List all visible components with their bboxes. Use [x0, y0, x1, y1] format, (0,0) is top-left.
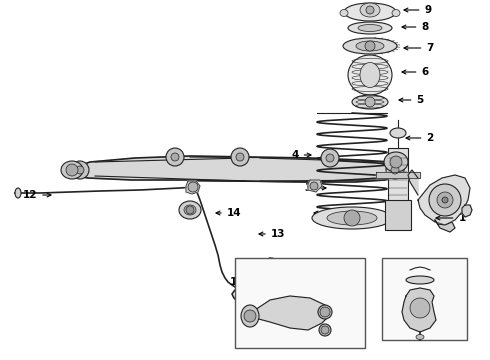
Circle shape — [390, 156, 402, 168]
Ellipse shape — [360, 63, 380, 87]
Circle shape — [236, 153, 244, 161]
Circle shape — [188, 182, 198, 192]
Polygon shape — [418, 175, 470, 225]
Polygon shape — [308, 180, 322, 192]
Circle shape — [310, 182, 318, 190]
Text: 10: 10 — [443, 275, 457, 285]
Circle shape — [344, 210, 360, 226]
Text: 6: 6 — [402, 67, 429, 77]
Bar — [388, 148, 408, 203]
Bar — [235, 258, 365, 348]
Circle shape — [365, 97, 375, 107]
Text: 9: 9 — [404, 5, 432, 15]
Circle shape — [231, 148, 249, 166]
Text: 12: 12 — [23, 190, 51, 200]
Polygon shape — [462, 205, 472, 217]
Circle shape — [321, 326, 329, 334]
Polygon shape — [402, 288, 436, 332]
Text: 5: 5 — [399, 95, 424, 105]
Polygon shape — [186, 181, 200, 194]
Ellipse shape — [327, 211, 377, 225]
Circle shape — [365, 41, 375, 51]
Circle shape — [71, 161, 89, 179]
Text: 11: 11 — [230, 277, 244, 287]
Circle shape — [366, 6, 374, 14]
Circle shape — [186, 206, 194, 214]
Ellipse shape — [184, 205, 196, 215]
Text: 13: 13 — [259, 229, 285, 239]
Ellipse shape — [319, 324, 331, 336]
Polygon shape — [408, 170, 418, 195]
Ellipse shape — [348, 22, 392, 34]
Circle shape — [166, 148, 184, 166]
Ellipse shape — [356, 41, 384, 51]
Circle shape — [66, 164, 78, 176]
Circle shape — [244, 310, 256, 322]
Circle shape — [437, 192, 453, 208]
Text: 3: 3 — [304, 183, 326, 193]
Ellipse shape — [344, 3, 396, 21]
Ellipse shape — [340, 9, 348, 17]
Circle shape — [76, 166, 84, 174]
Ellipse shape — [343, 38, 397, 54]
Circle shape — [442, 197, 448, 203]
Text: 2: 2 — [406, 133, 434, 143]
Ellipse shape — [265, 301, 279, 311]
Text: 16: 16 — [314, 208, 342, 218]
Ellipse shape — [352, 95, 388, 109]
Bar — [385, 200, 411, 230]
Circle shape — [386, 161, 404, 179]
Ellipse shape — [406, 276, 434, 284]
Circle shape — [410, 298, 430, 318]
Polygon shape — [435, 220, 455, 232]
Ellipse shape — [416, 334, 424, 339]
Ellipse shape — [392, 9, 400, 17]
Circle shape — [326, 154, 334, 162]
Ellipse shape — [179, 201, 201, 219]
Ellipse shape — [312, 207, 392, 229]
Ellipse shape — [390, 128, 406, 138]
Circle shape — [320, 307, 330, 317]
Ellipse shape — [360, 3, 380, 17]
Polygon shape — [376, 172, 420, 178]
Ellipse shape — [241, 305, 259, 327]
Ellipse shape — [384, 152, 408, 172]
Circle shape — [171, 153, 179, 161]
Ellipse shape — [318, 305, 332, 319]
Text: 7: 7 — [404, 43, 434, 53]
Ellipse shape — [264, 258, 278, 268]
Text: 14: 14 — [216, 208, 241, 218]
Polygon shape — [65, 156, 408, 182]
Text: 4: 4 — [292, 150, 311, 160]
Text: 8: 8 — [402, 22, 429, 32]
Polygon shape — [248, 296, 330, 330]
Circle shape — [391, 166, 399, 174]
Text: 1: 1 — [436, 213, 466, 223]
Ellipse shape — [61, 161, 83, 179]
Bar — [382, 258, 467, 340]
Circle shape — [429, 184, 461, 216]
Ellipse shape — [348, 55, 392, 95]
Text: 15: 15 — [302, 311, 327, 321]
Ellipse shape — [15, 188, 21, 198]
Ellipse shape — [358, 24, 382, 31]
Circle shape — [321, 149, 339, 167]
